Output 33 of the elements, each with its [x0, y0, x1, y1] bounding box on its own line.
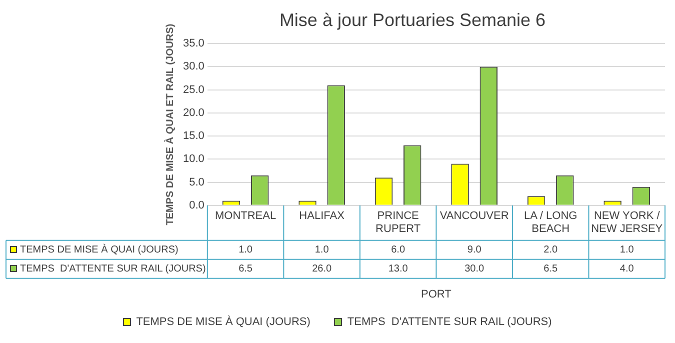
data-label: 13.0: [388, 264, 408, 275]
x-tick-label: VANCOUVER: [440, 210, 509, 222]
data-label: 9.0: [467, 244, 482, 256]
data-label: 1.0: [238, 244, 253, 256]
data-label: 1.0: [620, 244, 634, 256]
data-label: 26.0: [312, 264, 332, 275]
x-tick-label: LA / LONG BEACH: [524, 210, 578, 236]
data-label: 6.5: [238, 264, 253, 275]
chart-title: Mise à jour Portuaries Semanie 6: [279, 10, 546, 30]
data-label: 2.0: [544, 244, 558, 256]
y-tick-label: 30.0: [182, 60, 204, 73]
data-label: 6.5: [544, 264, 558, 275]
x-tick-label: NEW YORK / NEW JERSEY: [591, 210, 664, 236]
y-tick-label: 25.0: [182, 84, 204, 96]
x-tick-label: PRINCE RUPERT: [376, 210, 421, 236]
y-tick-label: 10.0: [182, 153, 204, 166]
data-label: 6.0: [391, 244, 406, 256]
legend-label: TEMPS D'ATTENTE SUR RAIL (JOURS): [20, 264, 206, 275]
data-label: 30.0: [464, 264, 485, 275]
data-label: 4.0: [620, 264, 634, 275]
y-axis-title: TEMPS DE MISE À QUAI ET RAIL (JOURS): [164, 24, 176, 226]
y-tick-label: 15.0: [182, 130, 204, 142]
text: TEMPS D'ATTENTE SUR RAIL (JOURS): [347, 316, 552, 328]
legend-label: TEMPS DE MISE À QUAI (JOURS): [20, 244, 178, 256]
x-axis-title: PORT: [421, 288, 452, 300]
x-tick-label: HALIFAX: [299, 210, 346, 222]
data-label: 1.0: [314, 244, 330, 256]
x-tick-label: MONTREAL: [214, 210, 276, 222]
y-tick-label: 0.0: [189, 199, 204, 212]
y-tick-label: 20.0: [182, 106, 204, 119]
y-tick-label: 5.0: [189, 176, 204, 188]
text: TEMPS DE MISE À QUAI (JOURS): [136, 316, 310, 328]
y-tick-label: 35.0: [182, 38, 204, 50]
